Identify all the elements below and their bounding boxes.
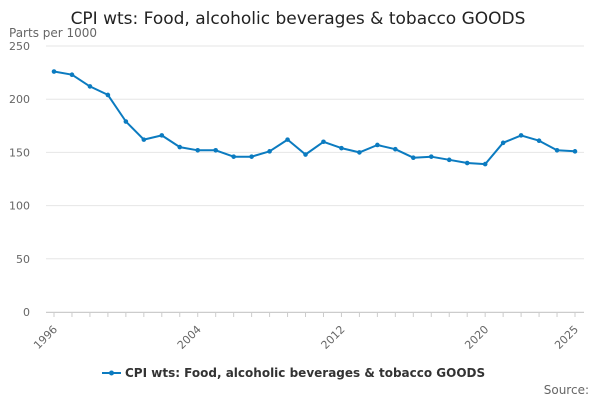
data-point[interactable] (51, 69, 57, 74)
x-tick-label: 2004 (175, 323, 204, 352)
data-point[interactable] (536, 138, 542, 143)
data-point[interactable] (249, 154, 254, 159)
data-point[interactable] (482, 161, 488, 167)
x-axis-ticks: 1996 2004 2012 2020 2025 (31, 312, 581, 352)
data-point[interactable] (446, 157, 452, 163)
x-tick-label: 2012 (319, 323, 348, 352)
data-point[interactable] (123, 119, 129, 124)
y-tick-label: 0 (23, 306, 30, 319)
data-point[interactable] (375, 142, 380, 148)
data-point[interactable] (393, 146, 398, 152)
data-point[interactable] (554, 147, 560, 153)
x-tick-label: 2025 (552, 323, 581, 352)
data-point[interactable] (303, 152, 308, 157)
series-line (53, 70, 576, 166)
y-tick-label: 50 (16, 253, 30, 266)
x-tick-label: 2020 (462, 323, 491, 352)
legend[interactable]: CPI wts: Food, alcoholic beverages & tob… (102, 366, 485, 380)
data-point[interactable] (159, 133, 165, 138)
data-point[interactable] (357, 150, 362, 155)
data-point[interactable] (213, 147, 218, 153)
gridlines (46, 45, 584, 313)
y-tick-label: 200 (9, 93, 30, 106)
data-point[interactable] (195, 147, 201, 153)
data-point[interactable] (411, 155, 416, 161)
y-axis-ticks: 0 50 100 150 200 250 (9, 40, 30, 319)
data-point[interactable] (339, 145, 344, 151)
data-point[interactable] (321, 139, 326, 145)
data-point[interactable] (87, 84, 93, 89)
data-point[interactable] (572, 149, 578, 154)
series-group (51, 69, 578, 167)
data-point[interactable] (177, 144, 183, 150)
legend-series-label: CPI wts: Food, alcoholic beverages & tob… (125, 366, 485, 380)
source-label: Source: (544, 383, 589, 397)
data-point[interactable] (231, 154, 236, 159)
chart-title: CPI wts: Food, alcoholic beverages & tob… (71, 9, 526, 29)
data-point[interactable] (141, 137, 147, 142)
data-point[interactable] (105, 92, 111, 98)
x-tick-label: 1996 (31, 323, 60, 352)
data-point[interactable] (267, 149, 272, 154)
data-point[interactable] (518, 133, 524, 138)
data-point[interactable] (69, 72, 75, 78)
legend-swatch-marker (109, 370, 114, 376)
data-point[interactable] (285, 137, 290, 142)
y-axis-unit-label: Parts per 1000 (9, 26, 97, 40)
y-tick-label: 100 (9, 200, 30, 213)
y-tick-label: 250 (9, 40, 30, 53)
data-point[interactable] (428, 154, 434, 159)
data-point[interactable] (464, 160, 470, 166)
y-tick-label: 150 (9, 146, 30, 159)
data-point[interactable] (500, 140, 506, 146)
